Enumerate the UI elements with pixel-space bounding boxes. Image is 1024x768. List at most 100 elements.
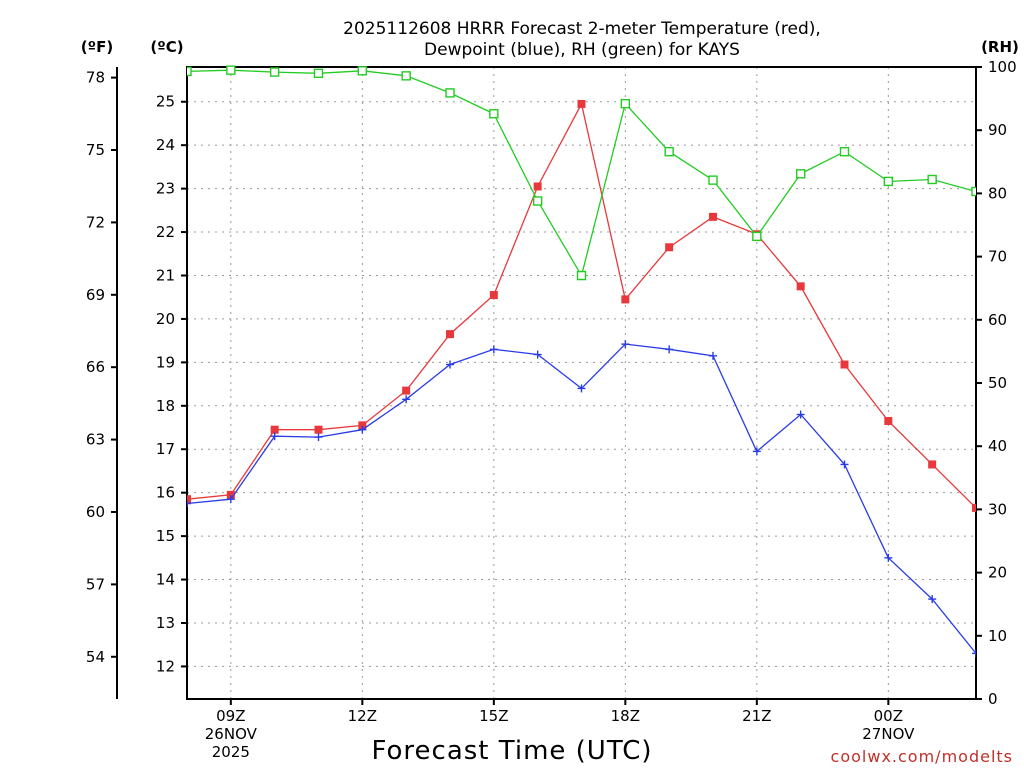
dewpoint-point bbox=[358, 425, 367, 434]
time-tick-label: 12Z bbox=[348, 707, 377, 725]
dewpoint-point bbox=[665, 345, 674, 354]
celsius-tick-label: 17 bbox=[156, 440, 175, 458]
dewpoint-point bbox=[928, 595, 937, 604]
dewpoint-point bbox=[446, 360, 454, 369]
axes-layer bbox=[111, 66, 982, 705]
dewpoint-point bbox=[709, 351, 717, 360]
date-tick-label: 27NOV bbox=[862, 725, 915, 743]
temp-point bbox=[489, 291, 498, 300]
rh-tick-label: 70 bbox=[988, 248, 1007, 266]
celsius-tick-label: 12 bbox=[156, 657, 175, 675]
fahrenheit-tick-label: 57 bbox=[86, 575, 105, 593]
rh-tick-label: 100 bbox=[988, 58, 1017, 76]
time-tick-label: 00Z bbox=[874, 707, 903, 725]
rh-point bbox=[226, 65, 236, 75]
rh-point bbox=[401, 71, 411, 81]
temp-point bbox=[621, 295, 630, 304]
fahrenheit-tick-label: 69 bbox=[86, 286, 105, 304]
rh-point bbox=[489, 109, 499, 119]
celsius-tick-label: 14 bbox=[156, 571, 175, 589]
rh-tick-label: 40 bbox=[988, 437, 1007, 455]
fahrenheit-tick-label: 60 bbox=[86, 503, 105, 521]
celsius-tick-label: 18 bbox=[156, 397, 175, 415]
date-tick-label: 2025 bbox=[212, 743, 250, 761]
rh-tick-label: 50 bbox=[988, 374, 1007, 392]
temp-point bbox=[533, 182, 542, 191]
fahrenheit-tick-label: 78 bbox=[86, 69, 105, 87]
fahrenheit-tick-label: 72 bbox=[86, 213, 105, 231]
celsius-tick-label: 24 bbox=[156, 136, 175, 154]
rh-point bbox=[883, 176, 894, 187]
temp-point bbox=[665, 243, 674, 252]
dewpoint-point bbox=[270, 432, 279, 441]
rh-tick-label: 30 bbox=[988, 500, 1007, 518]
dewpoint-point bbox=[402, 395, 411, 404]
temp-line bbox=[187, 102, 976, 509]
rh-tick-label: 10 bbox=[988, 627, 1007, 645]
time-tick-label: 09Z bbox=[216, 707, 245, 725]
x-axis-label: Forecast Time (UTC) bbox=[371, 736, 652, 766]
rh-tick-label: 0 bbox=[988, 690, 998, 708]
source-credit: coolwx.com/modelts bbox=[831, 747, 1013, 766]
dewpoint-point bbox=[314, 433, 323, 442]
celsius-tick-label: 20 bbox=[156, 310, 175, 328]
celsius-tick-label: 23 bbox=[156, 180, 175, 198]
rh-point bbox=[839, 146, 850, 157]
rh-point bbox=[971, 186, 976, 197]
time-tick-label: 15Z bbox=[479, 707, 508, 725]
rh-axis-unit: (RH) bbox=[981, 38, 1019, 56]
fahrenheit-tick-label: 66 bbox=[86, 358, 105, 376]
dewpoint-point bbox=[752, 447, 761, 456]
rh-point bbox=[269, 67, 280, 77]
temp-point bbox=[270, 425, 279, 434]
fahrenheit-tick-label: 54 bbox=[86, 648, 105, 666]
dewpoint-point bbox=[796, 410, 805, 419]
dewpoint-point bbox=[972, 649, 976, 658]
dewpoint-point bbox=[884, 553, 893, 562]
time-tick-label: 18Z bbox=[611, 707, 640, 725]
temp-point bbox=[884, 417, 893, 426]
labels-layer: 54 57 60 63 66 69 72 75 78 12 13 14 15 16 17 18 19 20 21 22… bbox=[86, 58, 1017, 761]
rh-tick-label: 60 bbox=[988, 311, 1007, 329]
dewpoint-point bbox=[577, 384, 586, 393]
grid-layer bbox=[187, 67, 976, 699]
rh-point bbox=[752, 231, 762, 242]
rh-tick-label: 90 bbox=[988, 121, 1007, 139]
temp-point bbox=[226, 490, 235, 499]
celsius-tick-label: 21 bbox=[156, 266, 175, 284]
chart-title-line1: 2025112608 HRRR Forecast 2-meter Tempera… bbox=[343, 19, 821, 39]
rh-point bbox=[576, 270, 587, 281]
fahrenheit-axis-unit: (ºF) bbox=[81, 38, 113, 56]
temp-point bbox=[840, 360, 849, 369]
celsius-tick-label: 16 bbox=[156, 484, 175, 502]
rh-tick-label: 80 bbox=[988, 184, 1007, 202]
rh-point bbox=[313, 68, 324, 79]
rh-point bbox=[708, 175, 718, 185]
temp-point bbox=[796, 282, 805, 291]
dewpoint-point bbox=[840, 460, 849, 469]
series-layer bbox=[187, 65, 976, 658]
time-tick-label: 21Z bbox=[742, 707, 771, 725]
plot-frame bbox=[186, 66, 977, 700]
chart-title-line2: Dewpoint (blue), RH (green) for KAYS bbox=[424, 40, 740, 60]
temp-point bbox=[358, 421, 367, 430]
celsius-tick-label: 15 bbox=[156, 527, 175, 545]
rh-point bbox=[927, 174, 937, 185]
rh-point bbox=[664, 146, 674, 157]
celsius-tick-label: 19 bbox=[156, 353, 175, 371]
fahrenheit-tick-label: 75 bbox=[86, 141, 105, 159]
dewpoint-point bbox=[187, 499, 191, 508]
celsius-tick-label: 13 bbox=[156, 614, 175, 632]
temp-point bbox=[928, 460, 937, 469]
temp-point bbox=[446, 330, 454, 339]
dewpoint-point bbox=[226, 495, 235, 504]
date-tick-label: 26NOV bbox=[205, 725, 258, 743]
temp-point bbox=[187, 495, 191, 504]
temp-point bbox=[314, 425, 323, 434]
rh-point bbox=[620, 98, 631, 109]
rh-point bbox=[445, 88, 455, 98]
series-group bbox=[187, 65, 976, 658]
celsius-tick-label: 25 bbox=[156, 93, 175, 111]
temp-point bbox=[709, 212, 717, 221]
